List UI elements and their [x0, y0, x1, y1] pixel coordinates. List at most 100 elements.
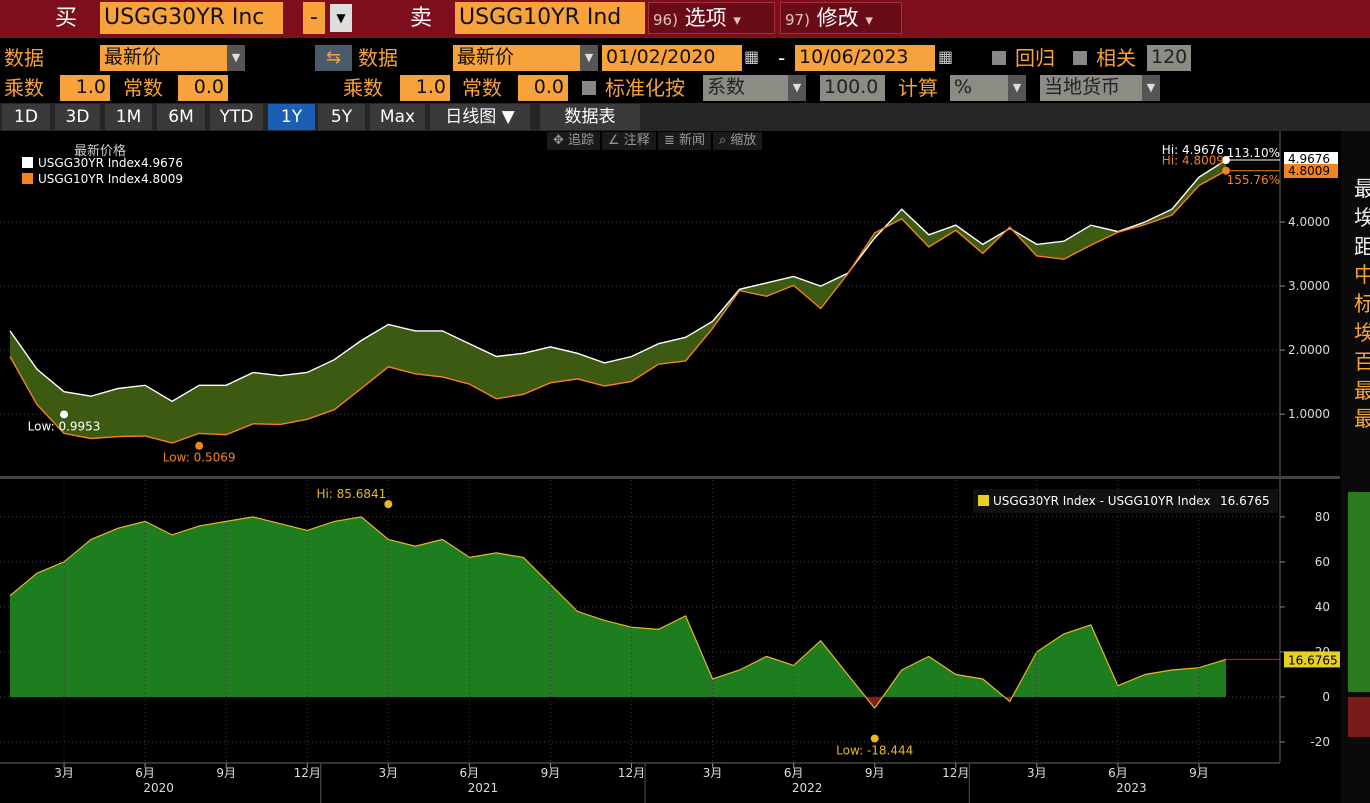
checkbox[interactable]: [582, 81, 596, 95]
change-label: 113.10%: [1227, 146, 1280, 160]
constant[interactable]: 0.0: [518, 75, 568, 101]
period-button[interactable]: 1Y: [268, 104, 315, 130]
end-date[interactable]: 10/06/2023: [795, 45, 935, 71]
y-tick-label: 1.0000: [1288, 407, 1330, 421]
checkbox[interactable]: [1073, 51, 1087, 65]
side-bars: [1348, 492, 1370, 692]
tool-label: 新闻: [679, 133, 706, 148]
year-label: 2021: [468, 781, 499, 795]
side-text: 标: [1354, 292, 1370, 317]
operator[interactable]: -: [303, 2, 325, 34]
x-tick-label: 9月: [541, 766, 561, 780]
period-button[interactable]: Max: [370, 104, 425, 130]
annotation-label: Low: 0.9953: [28, 419, 101, 433]
sell-label: 卖: [410, 6, 433, 31]
side-text: 中: [1354, 263, 1370, 288]
x-tick-label: 12月: [942, 766, 969, 780]
annotation-label: Hi: 4.9676: [1162, 143, 1224, 157]
price-line: [9, 159, 1227, 403]
legend-label: USGG30YR Index - USGG10YR Index: [993, 494, 1211, 508]
period-button[interactable]: 5Y: [318, 104, 365, 130]
regression-label: 回归: [1015, 46, 1055, 70]
x-tick-label: 3月: [54, 766, 74, 780]
data-label: 数据: [4, 46, 44, 70]
calendar-icon[interactable]: ▦: [938, 47, 954, 66]
normalize-value[interactable]: 100.0: [820, 75, 885, 101]
sell-ticker[interactable]: USGG10YR Ind: [455, 2, 645, 34]
operator-dropdown[interactable]: ▼: [330, 4, 352, 32]
checkbox[interactable]: [992, 51, 1006, 65]
calc-value[interactable]: %: [950, 75, 1008, 101]
x-tick-label: 3月: [378, 766, 398, 780]
correlation-label: 相关: [1096, 46, 1136, 70]
currency[interactable]: 当地货币: [1040, 75, 1142, 101]
legend-swatch: [22, 157, 33, 168]
tool-button[interactable]: ≣ 新闻: [658, 132, 712, 150]
period-button[interactable]: 3D: [55, 104, 100, 130]
correlation-window[interactable]: 120: [1147, 45, 1191, 71]
side-text: 最: [1354, 177, 1370, 201]
annotation-label: Hi: 85.6841: [316, 487, 386, 501]
normalize-by[interactable]: 系数: [703, 75, 788, 101]
normalize-label: 标准化按: [605, 76, 685, 100]
dropdown-arrow[interactable]: ▼: [1008, 75, 1026, 101]
year-label: 2020: [143, 781, 174, 795]
date-separator: -: [778, 46, 786, 70]
legend-box: [973, 489, 1278, 513]
dropdown-arrow[interactable]: ▼: [788, 75, 806, 101]
options-menu[interactable]: 96) 选项 ▾: [648, 2, 775, 34]
year-label: 2023: [1116, 781, 1147, 795]
tool-button[interactable]: ⌕ 缩放: [713, 132, 763, 150]
annotation-label: Low: -18.444: [836, 743, 913, 757]
side-text: 距: [1354, 234, 1370, 259]
menu-label: 修改: [816, 6, 859, 30]
tool-icon: ∠: [608, 133, 624, 148]
spread-area: [10, 516, 1226, 697]
chart-style[interactable]: 日线图 ▼: [430, 104, 530, 130]
period-button[interactable]: YTD: [210, 104, 263, 130]
annotation-dot: [870, 734, 879, 743]
menu-label: 选项: [684, 6, 727, 30]
period-button[interactable]: 1M: [105, 104, 152, 130]
year-label: 2022: [792, 781, 823, 795]
constant-label: 常数: [123, 76, 163, 100]
tool-label: 追踪: [568, 133, 595, 148]
x-tick-label: 6月: [460, 766, 480, 780]
dropdown-arrow[interactable]: ▼: [580, 45, 598, 71]
tool-button[interactable]: ✥ 追踪: [547, 132, 601, 150]
y-tick-label: 80: [1315, 510, 1330, 524]
price-line: [9, 170, 1227, 444]
data-field[interactable]: 最新价: [453, 45, 580, 71]
time-axis: [0, 763, 1340, 803]
annotation-dot: [1222, 156, 1230, 165]
side-bars: [1348, 697, 1370, 737]
swap-button[interactable]: ⇆: [315, 45, 352, 71]
multiplier[interactable]: 1.0: [400, 75, 450, 101]
tool-button[interactable]: ∠ 注释: [602, 132, 656, 150]
y-tick-label: 2.0000: [1288, 343, 1330, 357]
constant[interactable]: 0.0: [178, 75, 228, 101]
menu-number: 96): [653, 11, 678, 29]
x-tick-label: 6月: [135, 766, 155, 780]
x-tick-label: 3月: [1027, 766, 1047, 780]
calc-label: 计算: [898, 76, 938, 100]
data-table-button[interactable]: 数据表: [540, 104, 640, 130]
edit-menu[interactable]: 97) 修改 ▾: [780, 2, 902, 34]
buy-ticker[interactable]: USGG30YR Inc: [100, 2, 283, 34]
period-button[interactable]: 1D: [2, 104, 50, 130]
period-button[interactable]: 6M: [157, 104, 205, 130]
y-tick-label: 0: [1322, 690, 1330, 704]
legend-value: 4.9676: [141, 156, 183, 170]
x-tick-label: 9月: [1189, 766, 1209, 780]
legend-label: USGG10YR Index: [38, 172, 141, 186]
dropdown-arrow[interactable]: ▼: [1142, 75, 1160, 101]
dropdown-arrow[interactable]: ▼: [227, 45, 245, 71]
start-date[interactable]: 01/02/2020: [602, 45, 742, 71]
menu-number: 97): [785, 11, 810, 29]
multiplier[interactable]: 1.0: [60, 75, 110, 101]
calendar-icon[interactable]: ▦: [744, 47, 760, 66]
data-field[interactable]: 最新价: [100, 45, 227, 71]
annotation-dot: [384, 500, 393, 509]
last-value-label: 16.6765: [1288, 653, 1338, 667]
